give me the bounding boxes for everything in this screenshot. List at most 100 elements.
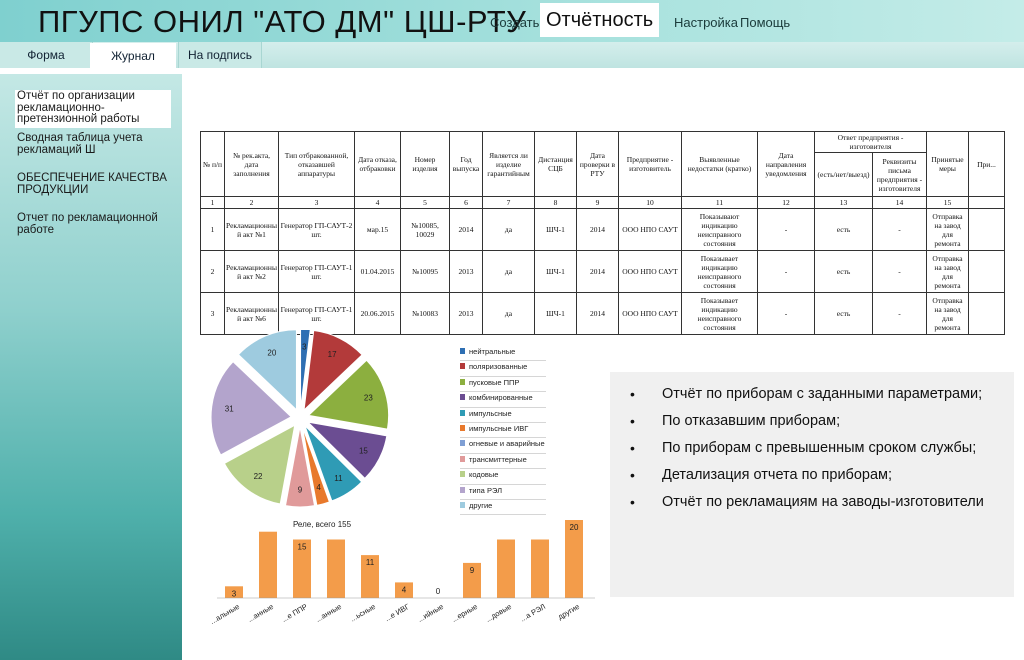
- bar-tick-label: ...анные: [246, 602, 275, 624]
- sidebar-item-claims-report[interactable]: Отчёт по организации рекламационно-прете…: [15, 90, 171, 128]
- pie-slice-label: 31: [225, 405, 234, 414]
- cell-type: Генератор ГП-САУТ-1 шт.: [278, 292, 355, 335]
- report-features-box: • Отчёт по приборам с заданными параметра…: [610, 372, 1014, 597]
- bullet-item: • По приборам с превышенным сроком службы…: [620, 438, 1004, 458]
- column-number: 9: [576, 196, 619, 209]
- header-cell: Принятые меры: [926, 131, 969, 197]
- legend-item: огневые и аварийные: [460, 438, 546, 454]
- cell-warranty: да: [482, 250, 535, 293]
- legend-label: трансмиттерные: [469, 454, 527, 464]
- cell-answer: есть: [814, 250, 873, 293]
- legend-swatch: [460, 348, 465, 354]
- header-group-cell: Ответ предприятия - изготовителя: [814, 131, 927, 153]
- legend-swatch: [460, 486, 465, 493]
- menu-create[interactable]: Создать: [490, 15, 540, 30]
- bullet-text: Детализация отчета по приборам;: [662, 467, 893, 483]
- cell-distance: ШЧ-1: [534, 208, 577, 251]
- bar: [361, 555, 379, 598]
- cell-type: Генератор ГП-САУТ-2 шт.: [278, 208, 355, 251]
- cell-check-date: 2014: [576, 292, 619, 335]
- column-number: 4: [354, 196, 401, 209]
- legend-swatch: [460, 409, 465, 416]
- pie-slice: [284, 426, 316, 508]
- legend-item: трансмиттерные: [460, 454, 546, 470]
- legend-label: импульсные ИВГ: [469, 423, 529, 433]
- header-cell: Реквизиты письма предприятия - изготовит…: [872, 152, 927, 197]
- pie-slice: [237, 330, 297, 411]
- legend-item: пусковые ППР: [460, 377, 546, 393]
- menu-help[interactable]: Помощь: [740, 15, 791, 30]
- pie-slice: [307, 359, 390, 430]
- header-cell: Дата направления уведомления: [757, 131, 815, 197]
- bullet-text: По приборам с превышенным сроком службы;: [662, 440, 977, 456]
- cell-notice: -: [757, 208, 815, 251]
- table-row[interactable]: 1 Рекламационны й акт №1 Генератор ГП-СА…: [200, 208, 1005, 251]
- cell-act: Рекламационны й акт №2: [224, 250, 279, 293]
- legend-label: кодовые: [469, 470, 499, 480]
- pie-slice-label: 23: [364, 393, 373, 402]
- tab-form[interactable]: Форма: [0, 42, 93, 68]
- tab-journal[interactable]: Журнал: [90, 43, 176, 69]
- cell-date: 20.06.2015: [354, 292, 401, 335]
- bullet-icon: •: [630, 440, 635, 456]
- cell-defect: Показывает индикацию неисправного состоя…: [681, 250, 758, 293]
- menu-reports[interactable]: Отчётность: [540, 3, 660, 37]
- legend-swatch: [460, 378, 465, 385]
- sidebar-item-summary-table[interactable]: Сводная таблица учета рекламаций Ш: [17, 132, 143, 156]
- bar: [395, 582, 413, 598]
- header-cell: Дата проверки в РТУ: [576, 131, 619, 197]
- cell-extra: [968, 292, 1005, 335]
- bullet-icon: •: [630, 413, 635, 429]
- app-title: ПГУПС ОНИЛ "АТО ДМ" ЦШ-РТУ: [38, 4, 527, 39]
- legend-label: типа РЭЛ: [469, 485, 503, 495]
- tab-for-signature[interactable]: На подпись: [178, 42, 262, 68]
- header-cell: Предприятие - изготовитель: [618, 131, 682, 197]
- legend-swatch: [460, 363, 465, 370]
- bar: [259, 531, 277, 598]
- pie-slice-label: 9: [298, 485, 303, 494]
- column-number: 7: [482, 196, 535, 209]
- header-cell: Выявленные недостатки (кратко): [681, 131, 758, 197]
- bar: [293, 539, 311, 598]
- column-number: 14: [872, 196, 927, 209]
- bar: [531, 539, 549, 598]
- cell-check-date: 2014: [576, 250, 619, 293]
- cell-index: 2: [200, 250, 225, 293]
- pie-slice-label: 4: [316, 483, 321, 492]
- pie-slice: [210, 360, 292, 456]
- cell-notice: -: [757, 250, 815, 293]
- legend-swatch: [460, 471, 465, 478]
- legend-swatch: [460, 424, 465, 431]
- sidebar: Отчёт по организации рекламационно-прете…: [0, 74, 182, 660]
- menu-settings[interactable]: Настройка: [674, 15, 738, 30]
- column-number: 1: [200, 196, 225, 209]
- sidebar-item-quality[interactable]: ОБЕСПЕЧЕНИЕ КАЧЕСТВА ПРОДУКЦИИ: [17, 172, 167, 196]
- bullet-text: Отчёт по рекламациям на заводы-изготовит…: [662, 494, 984, 510]
- column-number-row: 1 2 3 4 5 6 7 8 9 10 11 12 13 14 15: [200, 196, 1005, 209]
- table-row[interactable]: 3 Рекламационны й акт №6 Генератор ГП-СА…: [200, 292, 1005, 335]
- bar: [463, 562, 481, 598]
- column-number: [968, 196, 1005, 209]
- bullet-text: По отказавшим приборам;: [662, 413, 841, 429]
- app-header: ПГУПС ОНИЛ "АТО ДМ" ЦШ-РТУ Создать Отчёт…: [0, 0, 1024, 42]
- pie-slice: [304, 425, 363, 502]
- table-row[interactable]: 2 Рекламационны й акт №2 Генератор ГП-СА…: [200, 250, 1005, 293]
- cell-requisites: -: [872, 292, 927, 335]
- sidebar-item-claims-work-report[interactable]: Отчет по рекламационной работе: [17, 212, 158, 236]
- cell-number: №10085, 10029: [400, 208, 450, 251]
- column-number: 3: [278, 196, 355, 209]
- header-cell: Тип отбракованной, отказавшей аппаратуры: [278, 131, 355, 197]
- bar-tick-label: ...анные: [314, 602, 343, 624]
- legend-label: импульсные: [469, 408, 512, 418]
- cell-distance: ШЧ-1: [534, 292, 577, 335]
- bar: [327, 539, 345, 598]
- bar-tick-label: ...ерные: [450, 602, 479, 624]
- cell-year: 2013: [449, 292, 483, 335]
- column-number: 8: [534, 196, 577, 209]
- header-cell: Является ли изделие гарантийным: [482, 131, 535, 197]
- cell-index: 1: [200, 208, 225, 251]
- header-cell: Номер изделия: [400, 131, 450, 197]
- header-cell: Дата отказа, отбраковки: [354, 131, 401, 197]
- pie-chart: 3 17 23 15 11 4 9 22 31 20 Реле, всего 155: [210, 330, 390, 529]
